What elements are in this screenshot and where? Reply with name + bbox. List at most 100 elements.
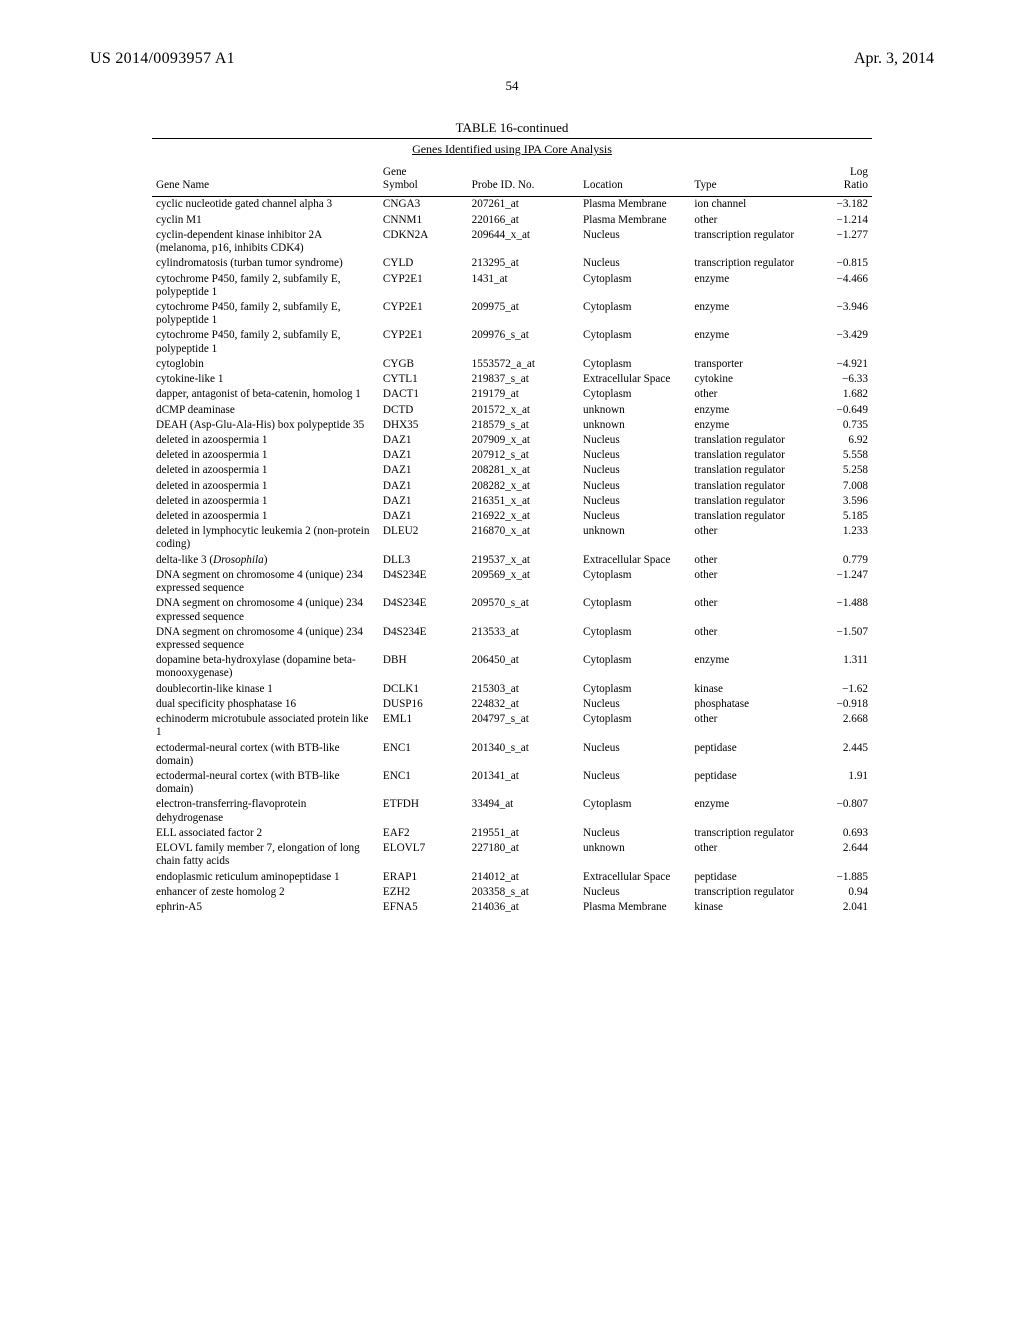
log-ratio-cell: −1.885 <box>802 870 872 885</box>
log-ratio-cell: 0.693 <box>802 826 872 841</box>
log-ratio-cell: −0.918 <box>802 697 872 712</box>
probe-id-cell: 208282_x_at <box>468 479 579 494</box>
type-cell: enzyme <box>690 300 801 328</box>
location-cell: Nucleus <box>579 256 690 271</box>
gene-symbol-cell: ELOVL7 <box>379 841 468 869</box>
table-row: DNA segment on chromosome 4 (unique) 234… <box>152 596 872 624</box>
gene-name-cell: deleted in azoospermia 1 <box>152 448 379 463</box>
type-cell: peptidase <box>690 741 801 769</box>
header-row: Gene Name Gene Symbol Probe ID. No. Loca… <box>152 160 872 197</box>
location-cell: Plasma Membrane <box>579 213 690 228</box>
gene-symbol-cell: EFNA5 <box>379 900 468 915</box>
table-row: ephrin-A5EFNA5214036_atPlasma Membraneki… <box>152 900 872 915</box>
gene-name-cell: cytokine-like 1 <box>152 372 379 387</box>
gene-symbol-cell: ERAP1 <box>379 870 468 885</box>
table-body: cyclic nucleotide gated channel alpha 3C… <box>152 197 872 915</box>
probe-id-cell: 1431_at <box>468 272 579 300</box>
location-cell: Nucleus <box>579 433 690 448</box>
type-cell: other <box>690 524 801 552</box>
gene-symbol-cell: D4S234E <box>379 568 468 596</box>
log-ratio-cell: −3.946 <box>802 300 872 328</box>
probe-id-cell: 206450_at <box>468 653 579 681</box>
log-ratio-cell: 7.008 <box>802 479 872 494</box>
gene-symbol-cell: CYTL1 <box>379 372 468 387</box>
table-row: cytochrome P450, family 2, subfamily E, … <box>152 300 872 328</box>
gene-name-cell: dopamine beta-hydroxylase (dopamine beta… <box>152 653 379 681</box>
location-cell: Cytoplasm <box>579 357 690 372</box>
gene-name-cell: doublecortin-like kinase 1 <box>152 682 379 697</box>
table-subtitle: Genes Identified using IPA Core Analysis <box>152 138 872 160</box>
log-ratio-cell: −0.815 <box>802 256 872 271</box>
probe-id-cell: 213295_at <box>468 256 579 271</box>
gene-symbol-cell: CYP2E1 <box>379 328 468 356</box>
table-row: deleted in azoospermia 1DAZ1216922_x_atN… <box>152 509 872 524</box>
gene-symbol-cell: DAZ1 <box>379 448 468 463</box>
table-container: TABLE 16-continued Genes Identified usin… <box>152 120 872 915</box>
document-date: Apr. 3, 2014 <box>854 50 934 68</box>
type-cell: other <box>690 712 801 740</box>
table-row: dCMP deaminaseDCTD201572_x_atunknownenzy… <box>152 403 872 418</box>
gene-name-cell: DNA segment on chromosome 4 (unique) 234… <box>152 568 379 596</box>
probe-id-cell: 201341_at <box>468 769 579 797</box>
gene-symbol-cell: ETFDH <box>379 797 468 825</box>
gene-symbol-cell: DAZ1 <box>379 479 468 494</box>
type-cell: cytokine <box>690 372 801 387</box>
log-ratio-cell: −3.182 <box>802 197 872 213</box>
probe-id-cell: 1553572_a_at <box>468 357 579 372</box>
gene-name-cell: deleted in azoospermia 1 <box>152 463 379 478</box>
probe-id-cell: 227180_at <box>468 841 579 869</box>
table-row: deleted in azoospermia 1DAZ1216351_x_atN… <box>152 494 872 509</box>
type-cell: kinase <box>690 682 801 697</box>
location-cell: Cytoplasm <box>579 797 690 825</box>
table-row: ELL associated factor 2EAF2219551_atNucl… <box>152 826 872 841</box>
gene-name-cell: delta-like 3 (Drosophila) <box>152 553 379 568</box>
type-cell: transporter <box>690 357 801 372</box>
table-row: cyclin-dependent kinase inhibitor 2A (me… <box>152 228 872 256</box>
log-ratio-cell: −1.214 <box>802 213 872 228</box>
gene-name-cell: ectodermal-neural cortex (with BTB-like … <box>152 769 379 797</box>
location-cell: Nucleus <box>579 741 690 769</box>
type-cell: translation regulator <box>690 448 801 463</box>
location-cell: Cytoplasm <box>579 328 690 356</box>
gene-symbol-cell: DBH <box>379 653 468 681</box>
gene-symbol-cell: CDKN2A <box>379 228 468 256</box>
gene-symbol-cell: DAZ1 <box>379 463 468 478</box>
location-cell: Extracellular Space <box>579 372 690 387</box>
gene-name-cell: cytochrome P450, family 2, subfamily E, … <box>152 328 379 356</box>
gene-symbol-cell: D4S234E <box>379 596 468 624</box>
col-gene-symbol: Gene Symbol <box>379 160 468 197</box>
location-cell: Nucleus <box>579 228 690 256</box>
type-cell: transcription regulator <box>690 256 801 271</box>
table-row: cyclin M1CNNM1220166_atPlasma Membraneot… <box>152 213 872 228</box>
log-ratio-cell: 5.558 <box>802 448 872 463</box>
location-cell: Nucleus <box>579 885 690 900</box>
type-cell: peptidase <box>690 870 801 885</box>
type-cell: phosphatase <box>690 697 801 712</box>
gene-symbol-cell: CNNM1 <box>379 213 468 228</box>
log-ratio-cell: 2.644 <box>802 841 872 869</box>
location-cell: Nucleus <box>579 463 690 478</box>
probe-id-cell: 204797_s_at <box>468 712 579 740</box>
log-ratio-cell: −4.921 <box>802 357 872 372</box>
gene-name-cell: dCMP deaminase <box>152 403 379 418</box>
table-row: delta-like 3 (Drosophila)DLL3219537_x_at… <box>152 553 872 568</box>
location-cell: Extracellular Space <box>579 553 690 568</box>
document-id: US 2014/0093957 A1 <box>90 50 235 68</box>
log-ratio-cell: 5.185 <box>802 509 872 524</box>
gene-name-cell: ELOVL family member 7, elongation of lon… <box>152 841 379 869</box>
probe-id-cell: 219537_x_at <box>468 553 579 568</box>
gene-symbol-cell: DAZ1 <box>379 494 468 509</box>
location-cell: Plasma Membrane <box>579 197 690 213</box>
table-row: echinoderm microtubule associated protei… <box>152 712 872 740</box>
table-row: endoplasmic reticulum aminopeptidase 1ER… <box>152 870 872 885</box>
gene-symbol-cell: EML1 <box>379 712 468 740</box>
log-ratio-cell: 2.041 <box>802 900 872 915</box>
location-cell: Cytoplasm <box>579 272 690 300</box>
probe-id-cell: 214036_at <box>468 900 579 915</box>
table-row: electron-transferring-flavoprotein dehyd… <box>152 797 872 825</box>
gene-symbol-cell: CYLD <box>379 256 468 271</box>
type-cell: ion channel <box>690 197 801 213</box>
gene-name-cell: enhancer of zeste homolog 2 <box>152 885 379 900</box>
table-row: dual specificity phosphatase 16DUSP16224… <box>152 697 872 712</box>
log-ratio-cell: 2.668 <box>802 712 872 740</box>
